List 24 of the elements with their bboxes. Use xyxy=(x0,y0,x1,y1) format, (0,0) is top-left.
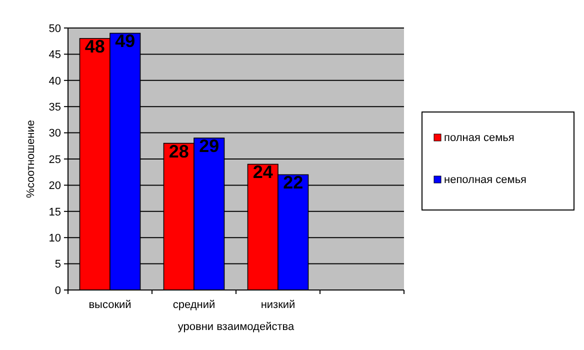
y-tick-label: 50 xyxy=(48,22,61,35)
y-tick-label: 30 xyxy=(48,128,61,140)
x-tick-label: средний xyxy=(172,299,216,311)
legend-label: неполная семья xyxy=(444,174,527,186)
data-label: 29 xyxy=(199,136,220,156)
x-tick-label: низкий xyxy=(260,299,296,311)
data-label: 49 xyxy=(115,31,136,52)
y-axis-title: %соотношение xyxy=(25,120,37,198)
x-tick-label: высокий xyxy=(88,299,132,311)
data-label: 28 xyxy=(168,141,189,162)
data-label: 48 xyxy=(84,36,105,56)
x-axis-title: уровни взаимодейства xyxy=(178,321,295,333)
legend-label: полная семья xyxy=(444,132,514,144)
y-tick-label: 20 xyxy=(48,180,61,192)
y-tick-label: 25 xyxy=(48,154,61,166)
y-tick-label: 40 xyxy=(48,75,61,88)
y-tick-label: 15 xyxy=(48,206,61,218)
y-tick-label: 35 xyxy=(48,101,61,114)
y-tick-label: 0 xyxy=(54,284,61,297)
data-label: 22 xyxy=(283,172,304,193)
data-label: 24 xyxy=(252,162,273,182)
y-tick-label: 5 xyxy=(54,258,61,271)
y-tick-label: 45 xyxy=(48,49,61,62)
y-tick-label: 10 xyxy=(48,232,61,244)
